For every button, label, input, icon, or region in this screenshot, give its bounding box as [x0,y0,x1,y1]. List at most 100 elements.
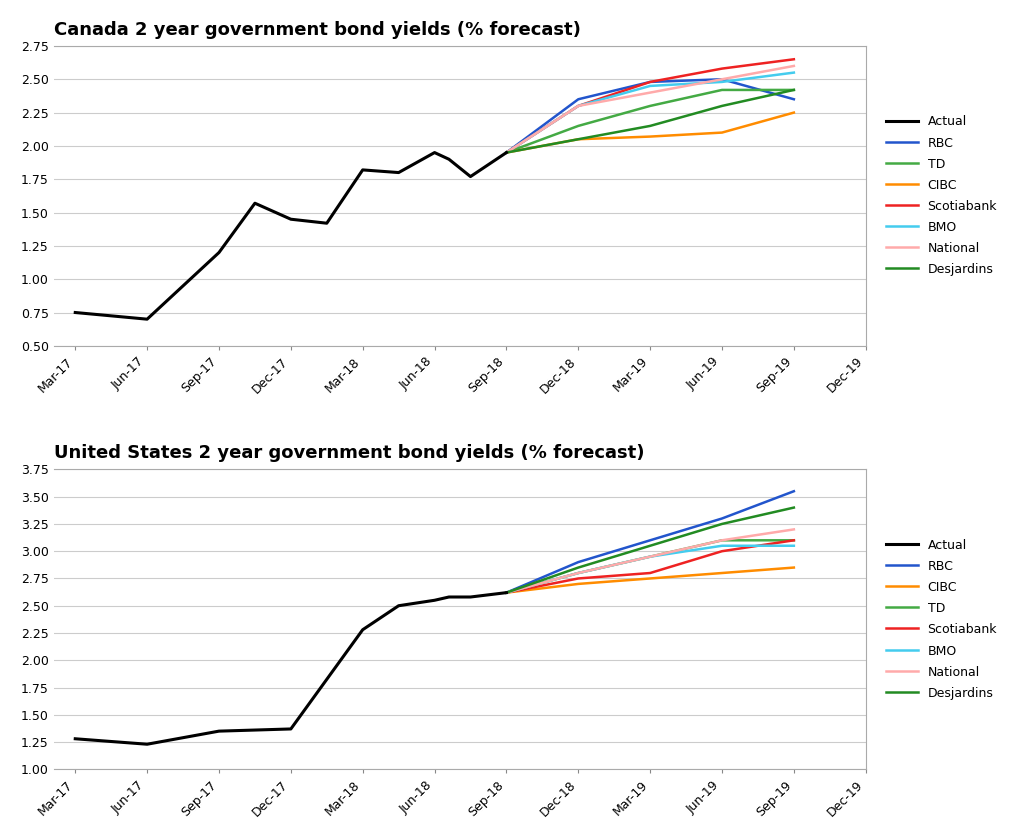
Text: United States 2 year government bond yields (% forecast): United States 2 year government bond yie… [53,444,644,462]
Actual [285,724,297,734]
Line: Desjardins: Desjardins [507,90,794,153]
Line: National: National [507,66,794,153]
Desjardins [787,85,800,95]
Actual [141,739,154,749]
RBC [572,557,585,567]
Actual [392,167,404,177]
Actual [356,165,369,175]
RBC [501,588,513,598]
National [644,552,656,562]
Actual [392,601,404,611]
Actual [249,198,261,208]
Actual [213,726,225,736]
Line: Actual: Actual [75,593,507,744]
CIBC [716,128,728,138]
CIBC [572,134,585,144]
Actual [321,218,333,228]
Scotiabank [501,588,513,598]
Line: Desjardins: Desjardins [507,507,794,593]
National [572,101,585,111]
CIBC [572,579,585,589]
Desjardins [787,502,800,512]
TD [644,552,656,562]
RBC [644,77,656,87]
TD [501,148,513,158]
RBC [716,74,728,84]
Actual [285,214,297,224]
National [716,74,728,84]
BMO [787,67,800,77]
National [644,87,656,97]
Line: RBC: RBC [507,79,794,153]
National [787,524,800,534]
CIBC [501,588,513,598]
Legend: Actual, RBC, CIBC, TD, Scotiabank, BMO, National, Desjardins: Actual, RBC, CIBC, TD, Scotiabank, BMO, … [880,533,1004,706]
TD [787,85,800,95]
National [787,60,800,71]
National [501,588,513,598]
National [501,148,513,158]
Actual [69,307,81,318]
Line: CIBC: CIBC [507,113,794,153]
Line: CIBC: CIBC [507,568,794,593]
RBC [716,513,728,523]
BMO [572,101,585,111]
Actual [442,155,455,165]
Desjardins [501,148,513,158]
Actual [501,148,513,158]
TD [572,568,585,578]
Scotiabank [644,77,656,87]
BMO [787,541,800,551]
RBC [644,535,656,545]
BMO [644,552,656,562]
Line: National: National [507,529,794,593]
TD [572,121,585,131]
Desjardins [716,101,728,111]
Line: TD: TD [507,540,794,593]
RBC [787,94,800,104]
Desjardins [572,563,585,573]
TD [787,535,800,545]
Scotiabank [787,55,800,65]
CIBC [501,148,513,158]
RBC [787,486,800,496]
BMO [644,81,656,91]
Actual [464,592,476,602]
TD [716,85,728,95]
Desjardins [644,541,656,551]
Actual [141,314,154,324]
CIBC [644,132,656,142]
RBC [572,94,585,104]
Actual [464,171,476,181]
Line: Scotiabank: Scotiabank [507,540,794,593]
Desjardins [716,519,728,529]
RBC [501,148,513,158]
Desjardins [501,588,513,598]
National [716,535,728,545]
Line: Actual: Actual [75,153,507,319]
Line: Scotiabank: Scotiabank [507,60,794,153]
Actual [442,592,455,602]
TD [716,535,728,545]
Actual [428,148,440,158]
Actual [356,625,369,635]
Scotiabank [716,546,728,556]
CIBC [787,108,800,118]
National [572,568,585,578]
BMO [716,77,728,87]
BMO [572,568,585,578]
Actual [428,596,440,606]
Actual [213,248,225,258]
Legend: Actual, RBC, TD, CIBC, Scotiabank, BMO, National, Desjardins: Actual, RBC, TD, CIBC, Scotiabank, BMO, … [880,109,1004,282]
CIBC [716,568,728,578]
Actual [501,588,513,598]
Actual [69,733,81,743]
Line: TD: TD [507,90,794,153]
Scotiabank [501,148,513,158]
Line: BMO: BMO [507,72,794,153]
TD [644,101,656,111]
TD [501,588,513,598]
CIBC [644,574,656,584]
Text: Canada 2 year government bond yields (% forecast): Canada 2 year government bond yields (% … [53,21,581,39]
CIBC [787,563,800,573]
